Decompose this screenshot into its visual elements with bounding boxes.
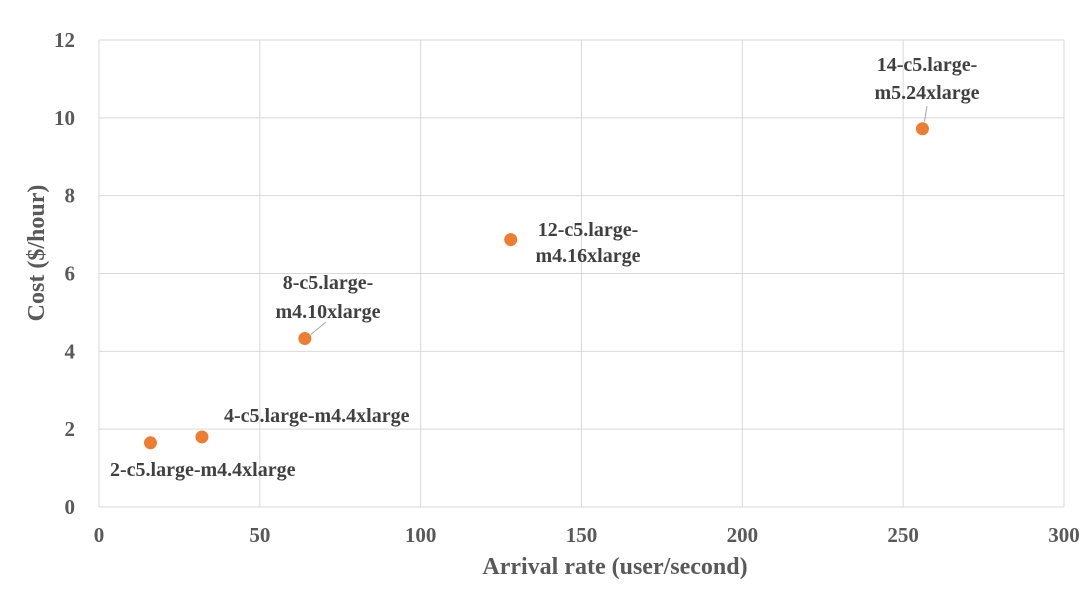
data-point-3	[298, 331, 312, 345]
y-tick-label-2: 4	[65, 339, 76, 363]
point-label-3-line-2: m4.10xlarge	[276, 301, 381, 323]
grid	[98, 39, 1065, 508]
x-tick-label-3: 150	[566, 523, 598, 547]
point-label-3-line-1: 8-c5.large-	[283, 272, 374, 294]
x-tick-label-1: 50	[249, 523, 270, 547]
y-tick-label-1: 2	[65, 417, 76, 441]
x-axis-title: Arrival rate (user/second)	[482, 554, 747, 580]
y-axis-title: Cost ($/hour)	[24, 185, 50, 322]
point-label-4-line-2: m4.16xlarge	[536, 245, 641, 267]
leader-lines	[310, 105, 928, 335]
data-points	[143, 122, 929, 450]
point-label-5-line-1: 14-c5.large-	[877, 54, 978, 76]
x-tick-label-2: 100	[405, 523, 437, 547]
y-tick-label-4: 8	[65, 184, 76, 208]
y-axis-ticks: 0 2 4 6 8 10 12	[54, 28, 76, 519]
point-label-2: 4-c5.large-m4.4xlarge	[224, 405, 410, 427]
data-point-5	[915, 122, 929, 136]
y-tick-label-0: 0	[65, 495, 76, 519]
x-tick-label-6: 300	[1048, 523, 1080, 547]
x-tick-label-4: 200	[727, 523, 759, 547]
x-tick-label-0: 0	[94, 523, 105, 547]
data-point-2	[195, 430, 209, 444]
y-tick-label-5: 10	[54, 106, 75, 130]
data-point-1	[143, 436, 157, 450]
leader-line-3	[310, 321, 327, 335]
point-label-1: 2-c5.large-m4.4xlarge	[110, 459, 296, 481]
y-tick-label-6: 12	[54, 28, 75, 52]
y-tick-label-3: 6	[65, 262, 76, 286]
point-label-5-line-2: m5.24xlarge	[875, 82, 980, 104]
point-label-4-line-1: 12-c5.large-	[538, 219, 639, 241]
x-axis-ticks: 0 50 100 150 200 250 300	[94, 523, 1080, 547]
leader-line-5	[923, 105, 928, 122]
data-point-4	[504, 233, 518, 247]
x-tick-label-5: 250	[887, 523, 919, 547]
